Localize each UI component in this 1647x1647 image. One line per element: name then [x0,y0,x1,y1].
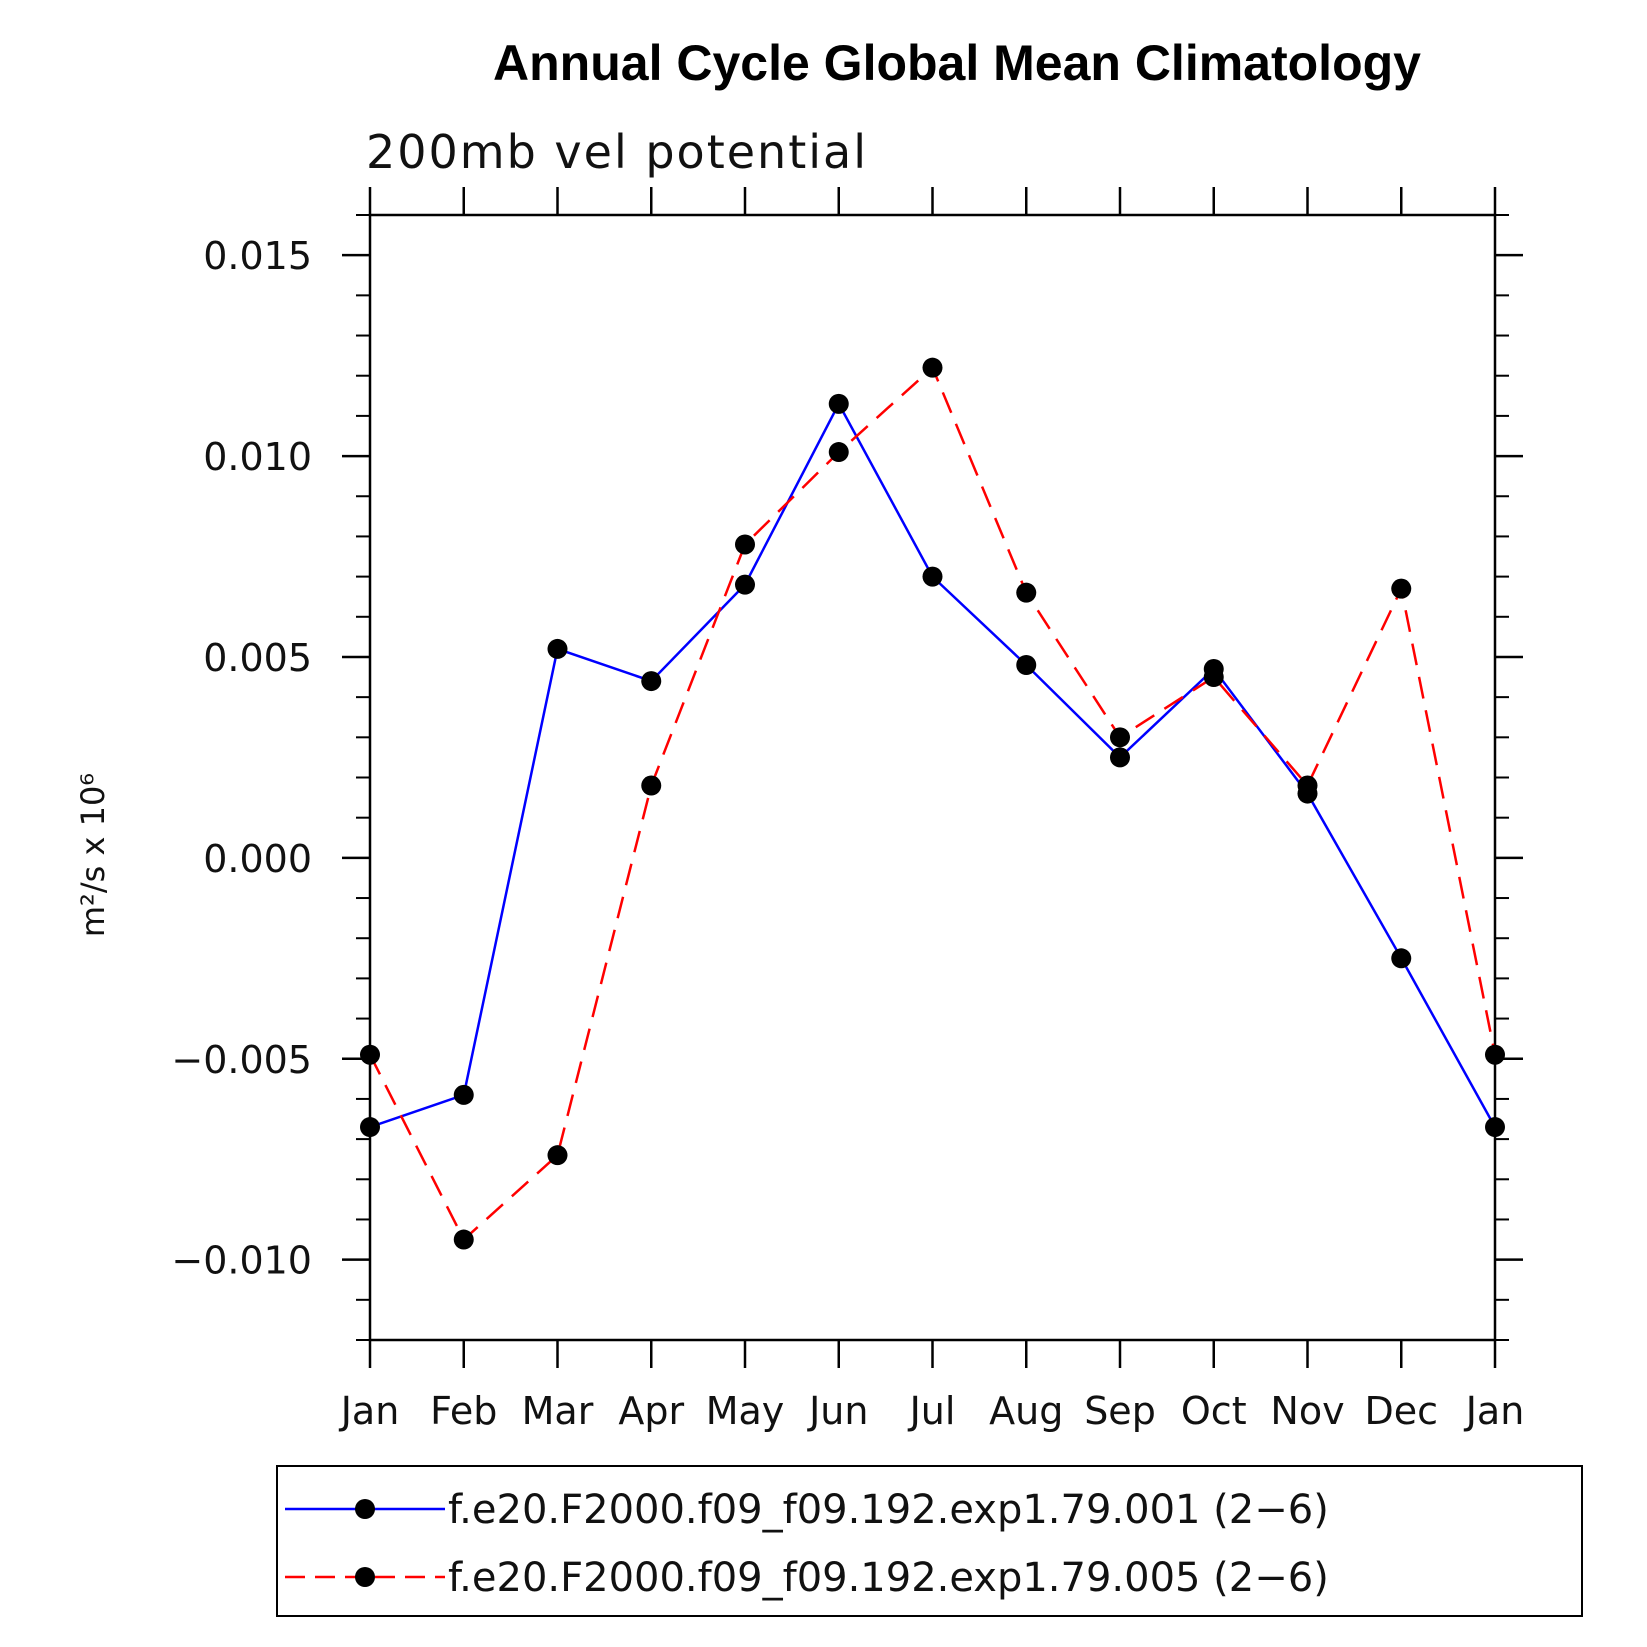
y-tick-label: 0.005 [203,636,312,680]
data-point-series-2 [1297,775,1318,796]
x-tick-label: Aug [989,1389,1063,1433]
data-point-series-1 [641,671,662,692]
data-point-series-1 [1391,948,1412,969]
y-tick-label: −0.010 [171,1239,312,1283]
data-point-series-2 [1203,667,1224,688]
x-tick-label: May [706,1389,785,1433]
x-tick-label: Sep [1084,1389,1156,1433]
x-tick-label: Apr [618,1389,684,1433]
x-tick-label: Oct [1181,1389,1247,1433]
data-point-series-1 [828,393,849,414]
data-point-series-2 [547,1145,568,1166]
y-axis-label: m²/s x 10⁶ [74,773,112,937]
data-point-series-1 [1485,1117,1505,1138]
legend: f.e20.F2000.f09_f09.192.exp1.79.001 (2−6… [276,1465,1583,1617]
data-point-series-1 [735,574,755,595]
x-tick-label: Mar [522,1389,594,1433]
data-point-series-2 [1485,1044,1505,1065]
data-point-series-2 [641,775,662,796]
data-point-series-1 [453,1084,474,1105]
legend-marker-2 [355,1567,375,1587]
legend-marker-1 [355,1499,375,1519]
data-point-series-2 [360,1044,380,1065]
x-tick-label: Jun [807,1389,868,1433]
x-tick-label: Dec [1364,1389,1438,1433]
series-line-2 [368,365,1497,1242]
data-point-series-2 [828,442,849,463]
data-point-series-1 [1016,655,1037,675]
legend-label-1: f.e20.F2000.f09_f09.192.exp1.79.001 (2−6… [448,1487,1329,1533]
y-tick-label: 0.000 [203,837,312,881]
data-point-series-1 [360,1117,380,1138]
series-line-1 [369,401,1497,1129]
series-group [360,357,1505,1250]
x-tick-label: Jul [908,1389,956,1433]
y-tick-label: −0.005 [171,1038,312,1082]
chart-title: Annual Cycle Global Mean Climatology [493,35,1421,91]
x-tick-label: Nov [1270,1389,1344,1433]
data-point-series-1 [547,638,568,659]
x-tick-label: Feb [430,1389,497,1433]
data-point-series-1 [1110,747,1130,768]
y-tick-label: 0.010 [203,435,312,479]
data-point-series-2 [735,534,755,555]
x-tick-label: Jan [1464,1389,1525,1433]
x-tick-label: Jan [339,1389,400,1433]
chart-subtitle: 200mb vel potential [366,125,868,179]
y-tick-label: 0.015 [203,234,312,278]
legend-label-2: f.e20.F2000.f09_f09.192.exp1.79.005 (2−6… [448,1555,1329,1601]
data-point-series-2 [1110,727,1130,748]
y-axis: −0.010 −0.005 0.000 0.005 0.010 0.015 [171,234,1523,1283]
data-point-series-2 [453,1229,474,1250]
data-point-series-1 [922,566,943,587]
data-point-series-2 [922,357,943,378]
data-point-series-2 [1391,578,1412,599]
legend-box [276,1465,1583,1617]
minor-ticks [356,214,1509,1341]
data-point-series-2 [1016,582,1037,603]
x-axis: Jan Feb Mar Apr May Jun Jul Aug Sep Oct Nov Dec Jan [339,187,1525,1433]
